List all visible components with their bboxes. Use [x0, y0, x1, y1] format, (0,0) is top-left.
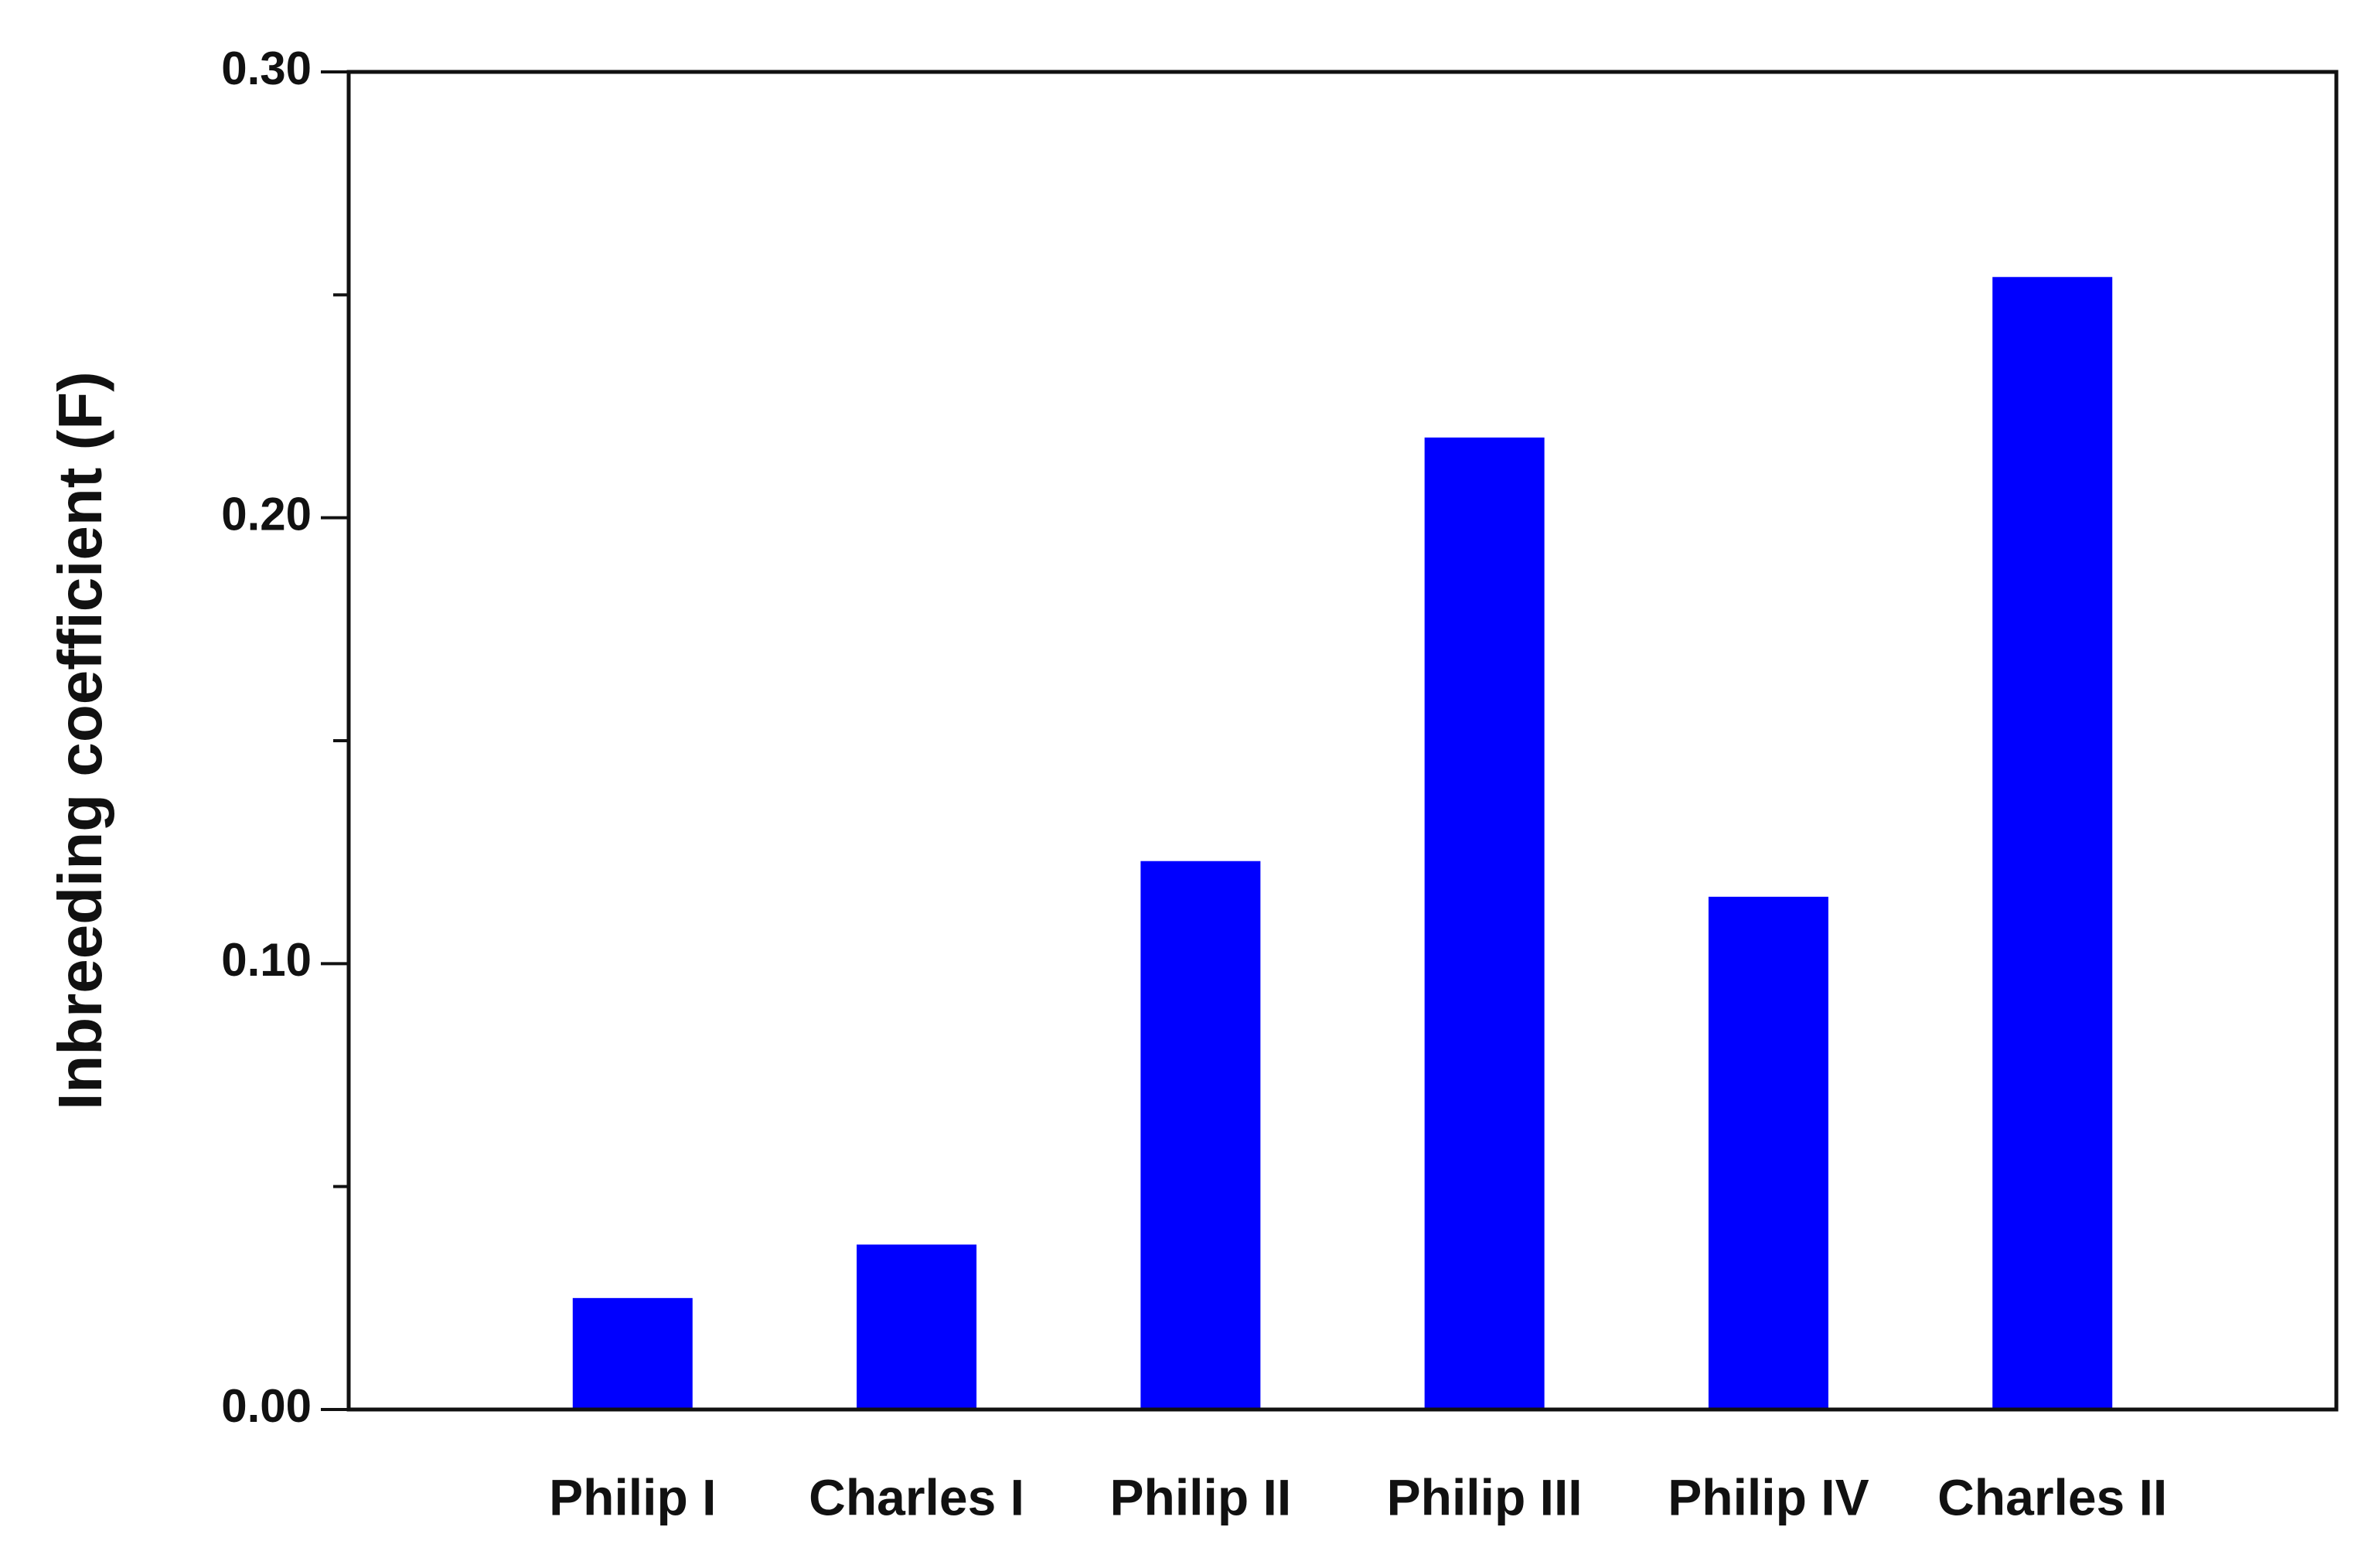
y-tick-label: 0.10 [221, 934, 312, 986]
bar [1992, 277, 2113, 1410]
bar [1424, 437, 1545, 1409]
bar [1140, 861, 1261, 1409]
y-tick-label: 0.00 [221, 1380, 312, 1432]
y-axis-title: Inbreeding coefficient (F) [46, 371, 114, 1110]
x-tick-label: Philip II [1110, 1468, 1292, 1525]
bar [572, 1297, 693, 1409]
y-tick-label: 0.20 [221, 489, 312, 540]
y-tick-label: 0.30 [221, 43, 312, 94]
plot-frame [346, 70, 2339, 1412]
bar [1708, 896, 1828, 1409]
x-tick-label: Philip IV [1668, 1468, 1869, 1525]
x-tick-label: Charles I [809, 1468, 1024, 1525]
x-tick-label: Charles II [1937, 1468, 2167, 1525]
x-tick-label: Philip III [1387, 1468, 1583, 1525]
bar [857, 1244, 977, 1409]
x-tick-label: Philip I [549, 1468, 716, 1525]
